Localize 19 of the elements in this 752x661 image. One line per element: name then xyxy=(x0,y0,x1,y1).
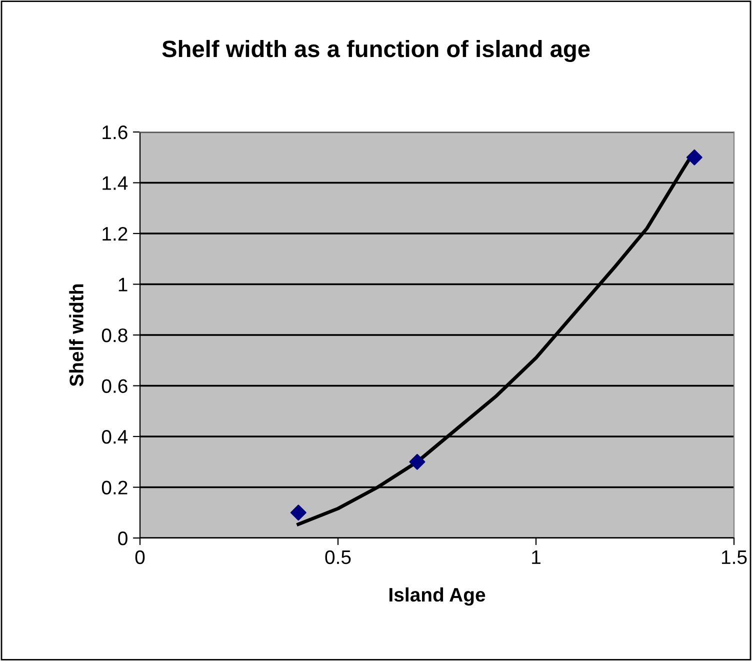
x-tick-label: 0.5 xyxy=(325,550,351,564)
y-tick-label: 1.4 xyxy=(102,176,128,190)
y-tick-label: 0.4 xyxy=(102,430,128,444)
y-tick-label: 0 xyxy=(118,531,128,546)
y-tick-label: 1 xyxy=(118,278,128,292)
point xyxy=(409,454,426,470)
y-tick-label: 1.2 xyxy=(102,226,128,241)
y-tick-label: 0.6 xyxy=(102,379,128,393)
y-tick-label: 0.2 xyxy=(102,480,128,494)
x-axis-title: Island Age xyxy=(390,587,486,606)
x-tick-label: 1.5 xyxy=(722,550,747,564)
chart-title: Shelf width as a function of island age xyxy=(162,40,590,62)
y-tick-label: 1.6 xyxy=(102,125,128,140)
point xyxy=(290,504,306,521)
x-tick-label: 0 xyxy=(135,550,145,564)
x-tick-label: 1 xyxy=(532,550,540,564)
y-tick-label: 0.8 xyxy=(102,328,128,342)
point xyxy=(686,149,702,166)
y-axis-title: Shelf width xyxy=(69,284,84,386)
